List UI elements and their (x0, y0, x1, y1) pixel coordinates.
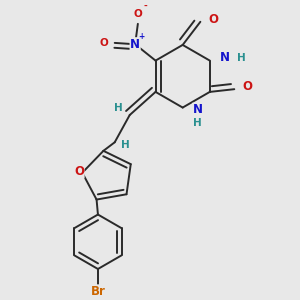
Text: +: + (138, 32, 144, 41)
Text: O: O (134, 9, 142, 19)
Text: N: N (220, 51, 230, 64)
Text: O: O (100, 38, 109, 48)
Text: H: H (114, 103, 123, 113)
Text: O: O (74, 165, 84, 178)
Text: N: N (130, 38, 140, 51)
Text: O: O (208, 13, 218, 26)
Text: H: H (121, 140, 130, 150)
Text: Br: Br (91, 285, 105, 298)
Text: O: O (242, 80, 252, 93)
Text: H: H (237, 53, 245, 63)
Text: N: N (193, 103, 202, 116)
Text: -: - (144, 2, 147, 10)
Text: H: H (193, 118, 202, 128)
